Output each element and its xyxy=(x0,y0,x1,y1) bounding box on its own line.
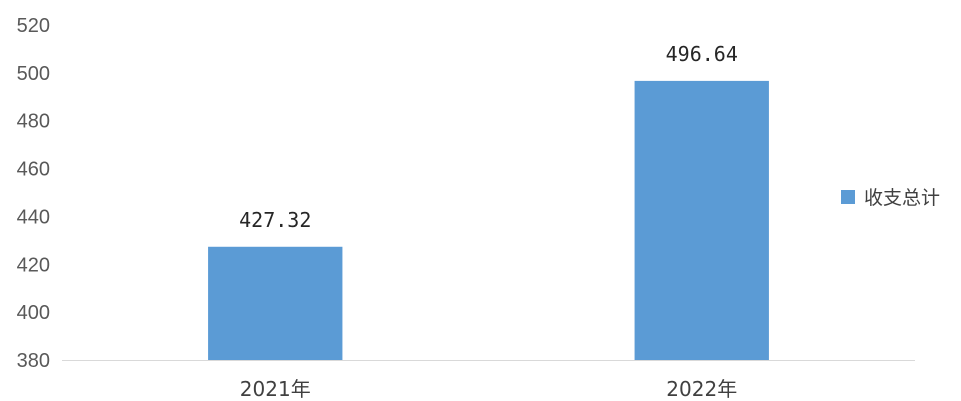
y-tick-label: 460 xyxy=(17,159,50,181)
y-tick-label: 440 xyxy=(17,206,50,228)
legend-swatch xyxy=(841,190,855,204)
y-tick-label: 480 xyxy=(17,111,50,133)
x-axis-categories: 2021年 2022年 xyxy=(240,377,737,401)
bars-group xyxy=(208,80,769,360)
data-label: 496.64 xyxy=(666,42,738,66)
x-tick-label: 2021年 xyxy=(240,377,311,401)
bar xyxy=(208,246,343,360)
y-tick-label: 520 xyxy=(17,15,50,37)
data-label: 427.32 xyxy=(239,208,311,232)
x-tick-label: 2022年 xyxy=(666,377,737,401)
y-axis-ticks: 380 400 420 440 460 480 500 520 xyxy=(17,15,50,372)
y-tick-label: 500 xyxy=(17,63,50,85)
bar xyxy=(634,80,769,360)
legend-label: 收支总计 xyxy=(864,187,940,209)
legend: 收支总计 xyxy=(841,187,940,209)
data-labels-group: 427.32 496.64 xyxy=(239,42,738,232)
y-tick-label: 380 xyxy=(17,350,50,372)
y-tick-label: 400 xyxy=(17,302,50,324)
y-tick-label: 420 xyxy=(17,254,50,276)
